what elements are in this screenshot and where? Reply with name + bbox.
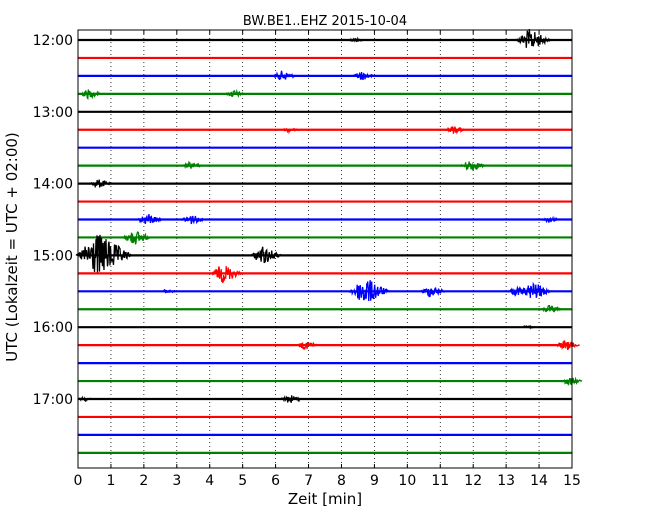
event-waveform: [445, 126, 467, 135]
event-waveform: [272, 70, 297, 80]
trace: [78, 126, 572, 135]
x-axis-label: Zeit [min]: [288, 490, 362, 508]
event-waveform: [137, 214, 163, 225]
event-waveform: [75, 234, 133, 274]
event-waveform: [555, 340, 580, 351]
trace: [77, 395, 572, 403]
event-waveform: [282, 127, 300, 135]
trace: [78, 231, 572, 245]
event-waveform: [296, 341, 319, 350]
event-waveform: [79, 89, 102, 101]
plot-frame: [77, 29, 573, 469]
event-waveform: [180, 215, 205, 225]
x-tick-label: 7: [304, 473, 313, 489]
event-waveform: [519, 281, 553, 298]
event-waveform: [181, 160, 203, 170]
event-waveform: [224, 88, 246, 99]
trace: [78, 214, 572, 225]
event-waveform: [459, 161, 486, 171]
trace: [78, 266, 572, 284]
event-waveform: [77, 395, 96, 402]
event-waveform: [420, 287, 446, 298]
event-waveform: [159, 288, 178, 294]
event-waveform: [250, 246, 282, 264]
event-waveform: [515, 28, 551, 48]
x-tick-label: 8: [337, 473, 346, 489]
grid-lines: [110, 30, 540, 468]
trace: [78, 70, 572, 80]
trace: [78, 28, 572, 48]
event-waveform: [541, 215, 561, 224]
x-tick-label: 14: [530, 473, 548, 489]
y-axis-ticks: 12:00 13:00 14:00 15:00 16:00 17:00: [33, 33, 82, 408]
trace: [75, 234, 572, 274]
x-tick-label: 15: [563, 473, 581, 489]
event-waveform: [347, 36, 366, 43]
y-axis-label: UTC (Lokalzeit = UTC + 02:00): [3, 132, 21, 362]
x-tick-label: 13: [497, 473, 515, 489]
y-tick-label: 16:00: [33, 320, 73, 336]
y-tick-label: 14:00: [33, 177, 73, 193]
x-tick-label: 5: [238, 473, 247, 489]
trace: [78, 376, 583, 387]
trace: [78, 280, 572, 302]
x-tick-label: 3: [172, 473, 181, 489]
event-waveform: [540, 305, 562, 313]
x-tick-label: 2: [139, 473, 148, 489]
y-tick-label: 12:00: [33, 33, 73, 49]
y-tick-label: 17:00: [33, 392, 73, 408]
y-tick-label: 15:00: [33, 248, 73, 264]
event-waveform: [280, 395, 303, 403]
event-waveform: [519, 324, 536, 330]
event-waveform: [348, 280, 391, 302]
event-waveform: [210, 266, 243, 284]
x-tick-label: 1: [106, 473, 115, 489]
x-tick-label: 9: [370, 473, 379, 489]
chart-title: BW.BE1..EHZ 2015-10-04: [243, 14, 407, 29]
trace: [78, 88, 572, 101]
x-tick-label: 10: [398, 473, 416, 489]
y-tick-label: 13:00: [33, 105, 73, 121]
traces: [75, 28, 583, 454]
x-tick-label: 6: [271, 473, 280, 489]
x-tick-label: 0: [74, 473, 83, 489]
trace: [78, 340, 580, 351]
trace: [78, 305, 572, 313]
event-waveform: [352, 71, 375, 80]
event-waveform: [559, 376, 583, 387]
event-waveform: [88, 179, 112, 189]
event-waveform: [122, 231, 152, 245]
x-tick-label: 11: [431, 473, 449, 489]
trace: [78, 179, 572, 189]
x-axis-ticks: 0 1 2 3 4 5 6 7 8 9 10 11 12 13 14 15: [74, 30, 581, 489]
trace: [78, 160, 572, 171]
trace: [78, 324, 572, 330]
x-tick-label: 12: [464, 473, 482, 489]
x-tick-label: 4: [205, 473, 214, 489]
